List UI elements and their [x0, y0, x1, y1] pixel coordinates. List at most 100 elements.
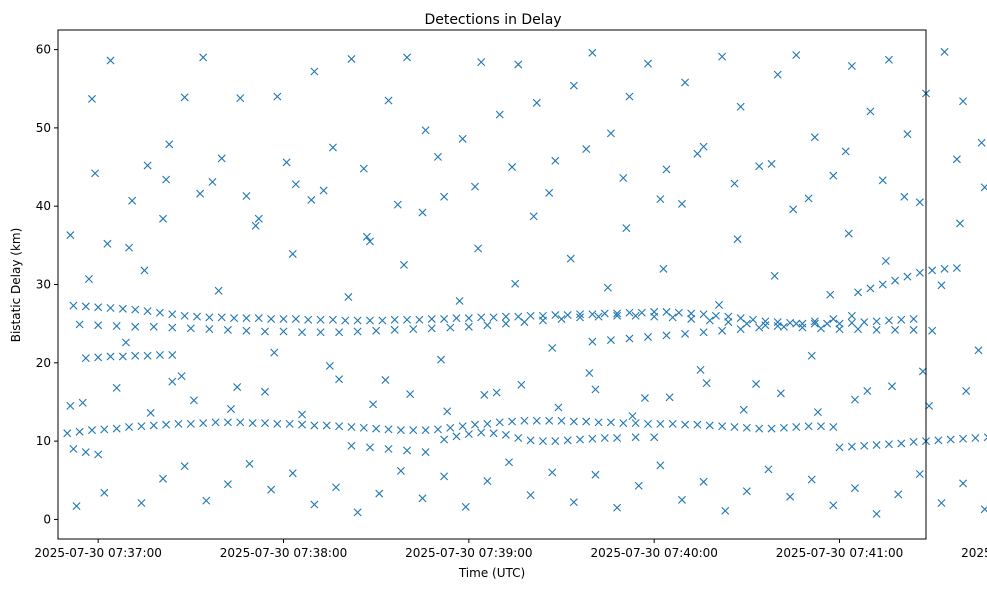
data-point: [681, 329, 690, 338]
data-point: [644, 419, 652, 428]
data-point: [798, 319, 807, 328]
data-point: [733, 235, 742, 244]
data-point: [208, 177, 217, 186]
data-point: [140, 266, 149, 275]
data-point: [242, 314, 251, 323]
data-point: [84, 275, 93, 284]
data-point: [656, 419, 665, 428]
data-point: [427, 324, 436, 333]
data-point: [310, 67, 319, 76]
data-point: [359, 164, 368, 173]
data-point: [866, 107, 875, 116]
data-point: [199, 419, 208, 428]
y-tick-label: 50: [36, 121, 51, 135]
data-point: [900, 192, 909, 201]
data-point: [715, 300, 724, 309]
data-point: [854, 288, 863, 297]
data-point: [440, 314, 449, 323]
data-point: [217, 313, 226, 322]
data-point: [588, 48, 597, 57]
data-point: [440, 472, 449, 481]
data-point: [421, 126, 430, 135]
data-point: [674, 308, 683, 317]
data-point: [399, 260, 408, 269]
data-point: [897, 439, 906, 448]
data-point: [792, 51, 801, 60]
data-point: [952, 155, 961, 164]
data-point: [211, 418, 220, 427]
data-point: [230, 314, 239, 323]
data-point: [526, 311, 535, 320]
data-point: [718, 52, 727, 61]
data-point: [699, 310, 708, 319]
data-point: [884, 316, 893, 325]
data-point: [955, 219, 964, 228]
data-point: [143, 307, 152, 316]
data-point: [699, 328, 708, 337]
data-point: [505, 458, 513, 467]
data-point: [665, 393, 674, 402]
data-point: [452, 432, 461, 441]
data-point: [677, 199, 686, 208]
data-point: [81, 302, 90, 311]
data-point: [872, 509, 881, 518]
data-point: [829, 423, 838, 432]
data-point: [316, 328, 325, 337]
data-point: [409, 426, 418, 435]
data-point: [254, 214, 263, 223]
data-point: [180, 93, 189, 102]
x-tick-label: 2025-07-30 07:38:00: [220, 546, 347, 560]
data-point: [118, 352, 127, 361]
data-point: [548, 343, 557, 352]
data-point: [903, 130, 912, 139]
data-point: [260, 387, 269, 396]
data-point: [529, 212, 538, 221]
data-point: [310, 421, 319, 430]
y-tick-label: 10: [36, 434, 51, 448]
data-point: [903, 272, 912, 281]
data-point: [736, 325, 745, 334]
data-point: [761, 317, 770, 326]
data-point: [180, 311, 189, 320]
data-point: [285, 419, 294, 428]
data-point: [779, 423, 788, 432]
data-point: [443, 407, 452, 416]
data-point: [483, 321, 492, 330]
data-point: [63, 429, 72, 438]
data-point: [112, 424, 121, 433]
data-point: [501, 430, 510, 439]
data-point: [959, 434, 968, 443]
data-point: [251, 221, 260, 230]
data-point: [724, 318, 733, 327]
data-point: [928, 326, 937, 335]
data-point: [304, 315, 313, 324]
data-point: [279, 327, 288, 336]
data-point: [155, 308, 164, 317]
data-point: [613, 433, 622, 442]
data-point: [576, 313, 585, 322]
data-point: [501, 312, 510, 321]
data-point: [464, 322, 473, 331]
data-point: [823, 319, 832, 328]
data-point: [288, 469, 297, 478]
data-point: [888, 382, 897, 391]
data-point: [372, 424, 381, 433]
data-point: [860, 441, 869, 450]
data-point: [223, 325, 232, 334]
data-point: [440, 192, 449, 201]
data-point: [622, 224, 631, 233]
data-point: [362, 232, 371, 241]
data-point: [980, 505, 987, 514]
data-point: [495, 418, 504, 427]
data-point: [894, 490, 903, 499]
data-point: [816, 422, 825, 431]
data-point: [273, 92, 282, 101]
data-point: [121, 338, 130, 347]
data-point: [75, 427, 84, 436]
data-point: [878, 176, 887, 185]
data-point: [186, 324, 195, 333]
data-point: [112, 383, 121, 392]
data-point: [767, 424, 776, 433]
data-point: [850, 395, 859, 404]
